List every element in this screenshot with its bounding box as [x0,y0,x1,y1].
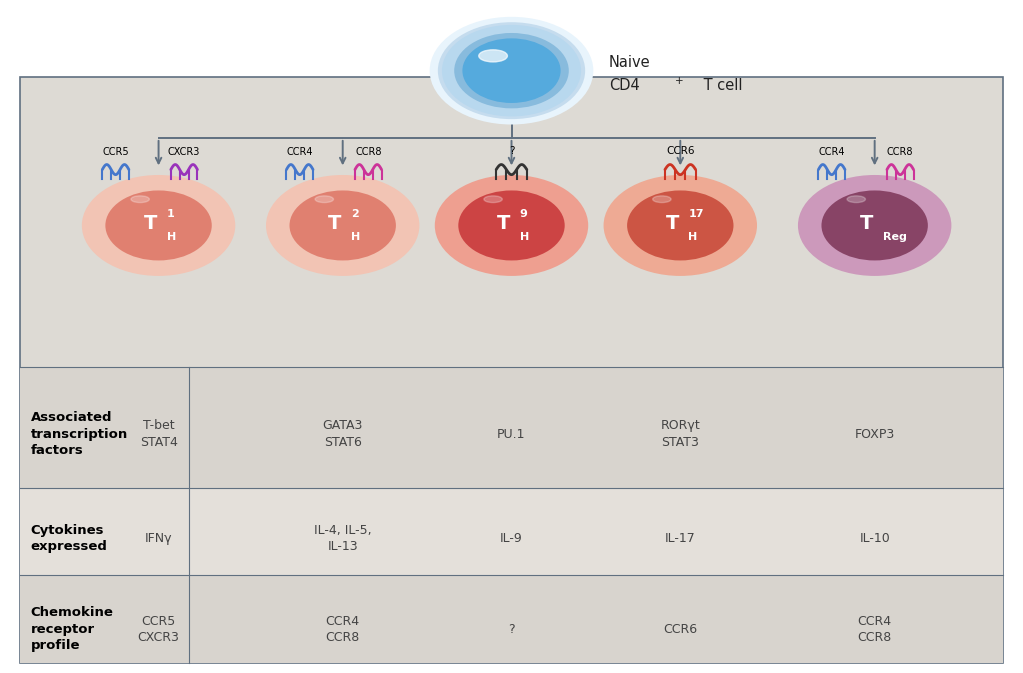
Text: 17: 17 [688,209,704,219]
Text: IFNγ: IFNγ [144,532,173,545]
Text: CD4: CD4 [609,78,639,93]
Bar [20,575,1003,663]
Text: +: + [675,77,683,86]
Text: IL-9: IL-9 [500,532,523,545]
Text: 9: 9 [520,209,528,219]
Text: T: T [859,214,874,233]
Text: T: T [327,214,342,233]
Text: CCR6: CCR6 [666,146,695,156]
Text: PU.1: PU.1 [497,427,526,441]
Ellipse shape [484,196,502,203]
Text: 1: 1 [167,209,175,219]
Bar [20,77,1003,663]
Text: T: T [665,214,679,233]
Text: Reg: Reg [883,232,906,242]
Text: CCR5
CXCR3: CCR5 CXCR3 [138,614,179,644]
Text: ?: ? [508,623,515,636]
Ellipse shape [315,196,333,203]
Ellipse shape [653,196,671,203]
Text: H: H [520,232,529,242]
Text: Naive: Naive [609,55,651,70]
Circle shape [442,25,581,116]
Text: H: H [688,232,698,242]
Ellipse shape [847,196,865,203]
Text: Associated
transcription
factors: Associated transcription factors [31,411,128,457]
Text: IL-4, IL-5,
IL-13: IL-4, IL-5, IL-13 [314,524,371,553]
Text: CCR4
CCR8: CCR4 CCR8 [325,614,360,644]
Text: IL-17: IL-17 [665,532,696,545]
Bar [20,488,1003,575]
Circle shape [290,190,396,260]
Bar [20,367,1003,488]
Circle shape [435,175,588,276]
Text: T: T [496,214,510,233]
Text: Chemokine
receptor
profile: Chemokine receptor profile [31,606,114,652]
Circle shape [798,175,951,276]
Circle shape [604,175,757,276]
Text: CCR8: CCR8 [355,147,382,157]
Text: GATA3
STAT6: GATA3 STAT6 [322,419,363,449]
Text: CCR4: CCR4 [818,147,845,157]
Ellipse shape [131,196,149,203]
Circle shape [105,190,212,260]
Circle shape [821,190,928,260]
Text: T cell: T cell [699,78,743,93]
Text: T: T [143,214,158,233]
Circle shape [266,175,419,276]
Text: CCR6: CCR6 [663,623,698,636]
Text: H: H [167,232,176,242]
Text: 2: 2 [351,209,359,219]
Circle shape [454,33,569,108]
Text: ?: ? [508,146,515,156]
Text: FOXP3: FOXP3 [854,427,895,441]
Text: T-bet
STAT4: T-bet STAT4 [139,419,178,449]
Text: CXCR3: CXCR3 [168,147,201,157]
Circle shape [627,190,733,260]
Text: CCR4: CCR4 [286,147,313,157]
Text: RORγt
STAT3: RORγt STAT3 [661,419,700,449]
Ellipse shape [479,50,507,62]
Text: Cytokines
expressed: Cytokines expressed [31,524,107,553]
Text: CCR8: CCR8 [887,147,914,157]
Circle shape [438,22,585,119]
Text: H: H [351,232,360,242]
Circle shape [458,190,565,260]
Circle shape [82,175,235,276]
Text: CCR4
CCR8: CCR4 CCR8 [857,614,892,644]
Circle shape [462,38,561,103]
Text: CCR5: CCR5 [102,147,129,157]
Circle shape [430,17,593,125]
Text: IL-10: IL-10 [859,532,890,545]
